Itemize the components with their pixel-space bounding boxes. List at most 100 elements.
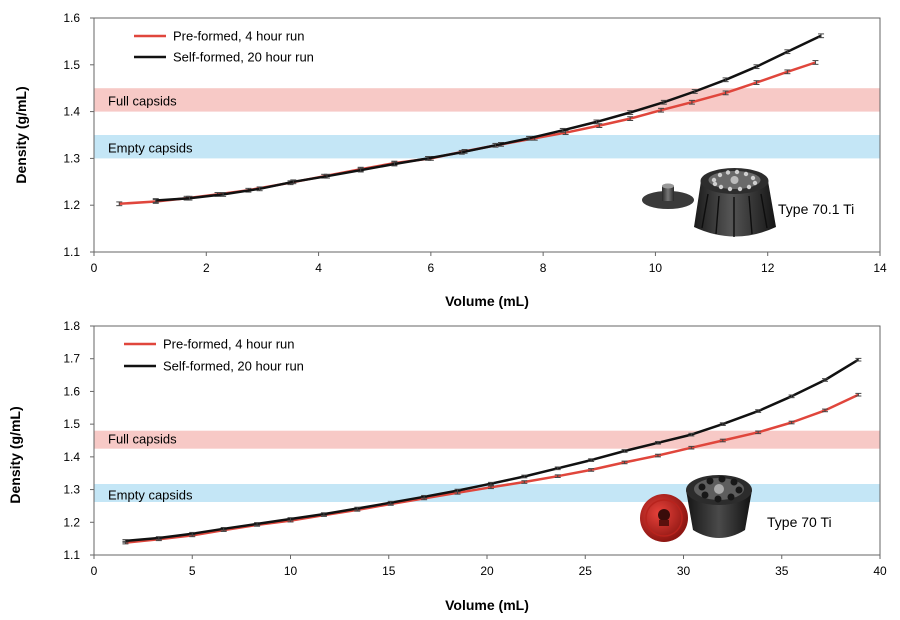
error-bar-pre-formed xyxy=(784,69,791,75)
error-bar-self-formed xyxy=(660,99,667,105)
error-bar-self-formed xyxy=(256,186,263,192)
error-bar-self-formed xyxy=(755,409,762,413)
error-bar-self-formed xyxy=(220,527,227,531)
x-tick-label: 10 xyxy=(284,564,298,578)
error-bar-pre-formed xyxy=(788,420,795,425)
x-tick-label: 12 xyxy=(761,261,775,275)
y-tick-label: 1.6 xyxy=(63,384,80,398)
error-bar-pre-formed xyxy=(487,485,494,490)
y-tick-label: 1.2 xyxy=(63,198,80,212)
error-bar-self-formed xyxy=(784,49,791,55)
x-tick-label: 30 xyxy=(677,564,691,578)
x-tick-label: 0 xyxy=(91,564,98,578)
error-bar-pre-formed xyxy=(821,408,828,413)
y-tick-label: 1.5 xyxy=(63,58,80,72)
error-bar-self-formed xyxy=(627,110,634,115)
y-axis-title-top: Density (g/mL) xyxy=(13,86,29,183)
band-empty-capsids xyxy=(94,484,880,503)
error-bar-pre-formed xyxy=(855,392,862,397)
x-tick-label: 10 xyxy=(649,261,663,275)
x-tick-label: 4 xyxy=(315,261,322,275)
error-bar-pre-formed xyxy=(654,453,661,458)
rotor-label-bottom: Type 70 Ti xyxy=(767,514,832,530)
x-tick-label: 14 xyxy=(873,261,887,275)
series-line-pre-formed xyxy=(125,393,859,544)
error-bar-self-formed xyxy=(487,481,494,486)
series-line-self-formed xyxy=(125,358,860,543)
error-bar-self-formed xyxy=(122,539,129,543)
chart-panel-bottom: 0 5 10 15 20 25 30 35 40 1.1 1.2 1.3 1.4 1.5 1.6 1.7 1.8… xyxy=(7,319,887,613)
error-bar-self-formed xyxy=(654,440,661,445)
error-bar-self-formed xyxy=(387,500,394,505)
error-bar-self-formed xyxy=(788,394,795,399)
x-tick-label: 25 xyxy=(579,564,593,578)
error-bar-pre-formed xyxy=(658,107,665,113)
legend: Pre-formed, 4 hour run Self-formed, 20 h… xyxy=(124,337,304,374)
x-axis-title-top: Volume (mL) xyxy=(445,293,529,309)
legend: Pre-formed, 4 hour run Self-formed, 20 h… xyxy=(134,29,314,65)
y-tick-label: 1.8 xyxy=(63,319,80,333)
error-bar-self-formed xyxy=(458,149,465,155)
error-bar-self-formed xyxy=(421,494,428,499)
x-axis-title-bottom: Volume (mL) xyxy=(445,597,529,613)
error-bar-self-formed xyxy=(357,167,364,173)
band-label-full-capsids: Full capsids xyxy=(108,94,177,109)
y-tick-label: 1.3 xyxy=(63,483,80,497)
y-axis-title-bottom: Density (g/mL) xyxy=(7,406,23,503)
error-bar-self-formed xyxy=(186,195,193,201)
error-bar-self-formed xyxy=(220,192,227,197)
x-tick-label: 35 xyxy=(775,564,789,578)
y-tick-label: 1.4 xyxy=(63,105,80,119)
error-bar-self-formed xyxy=(722,77,729,83)
error-bar-self-formed xyxy=(559,127,566,133)
y-tick-label: 1.6 xyxy=(63,11,80,25)
band-label-empty-capsids: Empty capsids xyxy=(108,141,193,156)
error-bar-pre-formed xyxy=(755,430,762,435)
x-tick-label: 5 xyxy=(189,564,196,578)
x-tick-label: 6 xyxy=(428,261,435,275)
error-bar-self-formed xyxy=(688,432,695,437)
chart-panel-top: 0 2 4 6 8 10 12 14 1.1 1.2 1.3 1.4 1.5 1.6 Pre-formed… xyxy=(13,11,887,309)
band-label-empty-capsids: Empty capsids xyxy=(108,488,193,503)
x-tick-label: 40 xyxy=(873,564,887,578)
x-tick-label: 0 xyxy=(91,261,98,275)
y-tick-label: 1.1 xyxy=(63,245,80,259)
rotor-image-type-70-ti xyxy=(640,475,752,542)
error-bar-self-formed xyxy=(189,531,196,536)
y-tick-label: 1.7 xyxy=(63,352,80,366)
error-bar-pre-formed xyxy=(688,99,695,105)
error-bar-self-formed xyxy=(821,378,828,382)
plot-area-border xyxy=(93,17,881,253)
error-bar-self-formed xyxy=(818,33,825,39)
error-bar-self-formed xyxy=(254,522,261,526)
error-bar-self-formed xyxy=(521,474,528,479)
error-bar-self-formed xyxy=(155,536,162,540)
error-bar-pre-formed xyxy=(627,116,634,121)
y-tick-label: 1.2 xyxy=(63,515,80,529)
error-bar-self-formed xyxy=(526,135,533,141)
error-bar-self-formed xyxy=(320,512,327,516)
error-bar-self-formed xyxy=(855,357,862,362)
error-bar-pre-formed xyxy=(812,60,819,65)
rotor-label-top: Type 70.1 Ti xyxy=(778,201,854,217)
y-tick-label: 1.5 xyxy=(63,417,80,431)
x-tick-label: 8 xyxy=(540,261,547,275)
error-bar-self-formed xyxy=(454,488,461,493)
x-tick-label: 2 xyxy=(203,261,210,275)
error-bar-pre-formed xyxy=(554,474,561,478)
error-bar-self-formed xyxy=(287,517,294,521)
legend-label-pre-formed: Pre-formed, 4 hour run xyxy=(173,29,305,44)
y-tick-label: 1.3 xyxy=(63,151,80,165)
error-bar-self-formed xyxy=(621,449,628,453)
x-tick-label: 20 xyxy=(480,564,494,578)
y-tick-label: 1.1 xyxy=(63,548,80,562)
error-bar-pre-formed xyxy=(753,80,760,85)
error-bar-self-formed xyxy=(554,466,561,471)
x-tick-label: 15 xyxy=(382,564,396,578)
error-bar-pre-formed xyxy=(722,90,729,96)
error-bar-pre-formed xyxy=(688,445,695,450)
error-bar-self-formed xyxy=(719,422,726,426)
error-bar-pre-formed xyxy=(719,438,726,443)
band-full-capsids xyxy=(94,88,880,112)
error-bar-self-formed xyxy=(492,142,499,148)
